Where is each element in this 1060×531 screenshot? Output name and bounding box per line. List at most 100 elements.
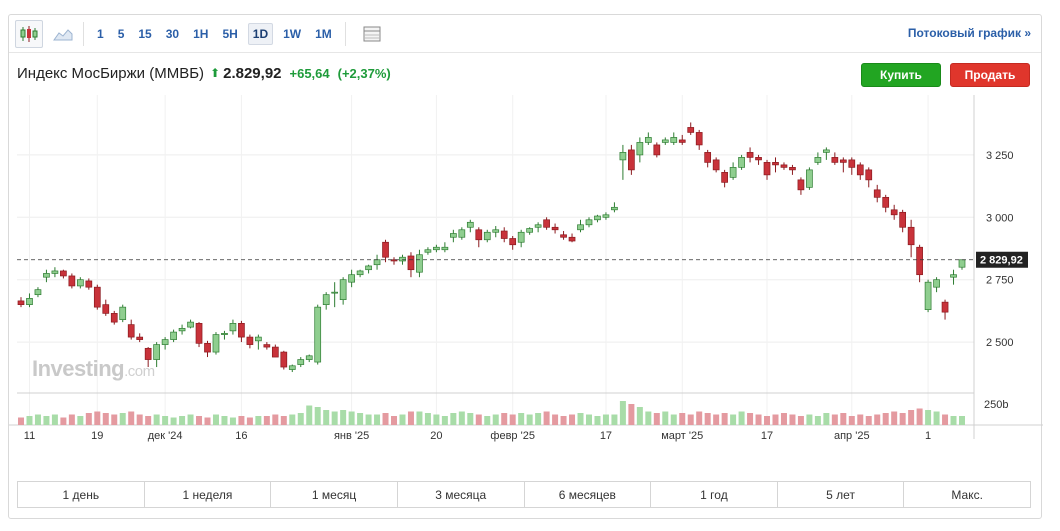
timeframe-1d[interactable]: 1D <box>247 22 274 45</box>
candle-body <box>568 236 576 242</box>
volume-bar <box>153 414 160 425</box>
candle-body <box>153 344 160 360</box>
candle-body <box>780 164 788 168</box>
candle-body <box>119 306 127 320</box>
candle-body <box>212 334 220 353</box>
volume-bar <box>179 416 186 425</box>
volume-bar <box>696 411 703 425</box>
candle-body <box>678 139 686 143</box>
candle-body <box>221 332 228 335</box>
volume-bar <box>407 411 414 425</box>
volume-bar <box>306 405 313 425</box>
candle-body <box>407 255 415 271</box>
range-button[interactable]: 3 месяца <box>398 482 525 507</box>
stream-chart-link[interactable]: Потоковый график » <box>907 26 1031 40</box>
x-tick-label: 19 <box>91 430 103 442</box>
volume-bar <box>933 411 940 425</box>
volume-bar <box>467 413 474 425</box>
candlestick-chart[interactable]: 3 250 3 000 2 750 2 500 250b 11 19 дек '24 16 янв… <box>9 95 1043 455</box>
volume-bar <box>518 413 525 425</box>
candle-body <box>60 270 67 277</box>
candle-body <box>500 230 508 239</box>
range-button[interactable]: 1 год <box>651 482 778 507</box>
volume-bar <box>585 414 592 425</box>
timeframe-1w[interactable]: 1W <box>283 26 302 41</box>
volume-bar <box>543 411 550 425</box>
candle-body <box>280 351 288 368</box>
range-button[interactable]: Макс. <box>951 487 983 502</box>
table-icon[interactable] <box>358 20 386 48</box>
timeframe-group: 1 5 15 30 1H 5H 1D 1W 1M <box>90 22 339 45</box>
volume-bar <box>908 410 915 425</box>
candle-body <box>348 274 355 283</box>
range-button[interactable]: 1 день <box>18 482 145 507</box>
timeframe-1m[interactable]: 1M <box>315 26 332 41</box>
timeframe-15[interactable]: 15 <box>138 26 152 41</box>
timeframe-5h[interactable]: 5H <box>222 26 238 41</box>
volume-bar <box>18 417 24 425</box>
range-button[interactable]: 1 неделя <box>145 482 272 507</box>
candle-body <box>763 162 771 176</box>
candle-body <box>526 228 533 233</box>
range-button[interactable]: 5 лет <box>778 482 905 507</box>
candle-body <box>517 231 525 243</box>
candle-body <box>797 179 805 191</box>
volume-bar <box>619 401 626 425</box>
candle-body <box>611 206 618 211</box>
candle-body <box>950 274 957 278</box>
volume-bar <box>246 417 253 425</box>
volume-bar <box>679 413 686 425</box>
volume-bar <box>840 413 847 425</box>
volume-bar <box>959 416 965 425</box>
volume-bar <box>433 414 440 425</box>
volume-bar <box>238 416 245 425</box>
volume-bar <box>611 414 618 425</box>
sell-button[interactable]: Продать <box>950 63 1030 87</box>
timeframe-30[interactable]: 30 <box>165 26 180 41</box>
range-button[interactable]: 1 месяц <box>271 482 398 507</box>
volume-bar <box>772 414 779 425</box>
timeframe-1[interactable]: 1 <box>97 26 104 41</box>
volume-bar <box>721 413 728 425</box>
candle-body <box>653 144 661 156</box>
candle-body <box>373 259 381 266</box>
candle-body <box>26 298 33 305</box>
timeframe-1h[interactable]: 1H <box>193 26 209 41</box>
volume-bar <box>68 414 75 425</box>
candle-body <box>433 246 440 251</box>
timeframe-5[interactable]: 5 <box>117 26 125 41</box>
volume-bar <box>857 414 864 425</box>
candle-body <box>93 286 101 308</box>
volume-bar <box>950 416 957 425</box>
candle-body <box>466 221 474 228</box>
volume-bar <box>51 414 58 425</box>
volume-bar <box>34 414 41 425</box>
volume-bar <box>602 414 609 425</box>
candle-body <box>204 342 211 353</box>
candle-body <box>772 162 779 166</box>
volume-bar <box>94 411 101 425</box>
candle-body <box>297 359 305 365</box>
volume-bar <box>653 413 660 425</box>
candle-body <box>721 172 728 183</box>
candle-body <box>170 331 177 340</box>
range-button[interactable]: 6 месяцев <box>525 482 652 507</box>
candle-body <box>806 169 813 188</box>
candlestick-icon[interactable] <box>15 19 43 48</box>
candle-body <box>738 157 745 168</box>
volume-bar <box>204 417 211 425</box>
candle-body <box>602 214 610 218</box>
y-tick-label: 2 500 <box>986 337 1014 349</box>
volume-bar <box>382 413 389 425</box>
candle-body <box>17 300 25 305</box>
volume-bar <box>535 413 542 425</box>
volume-bar <box>569 414 576 425</box>
buy-button[interactable]: Купить <box>861 63 941 87</box>
area-chart-icon[interactable] <box>49 20 77 48</box>
candle-body <box>865 169 873 181</box>
volume-bar <box>323 410 330 425</box>
candle-body <box>551 226 559 231</box>
volume-bar <box>297 413 304 425</box>
volume-bar <box>806 414 813 425</box>
volume-bar <box>577 413 584 425</box>
